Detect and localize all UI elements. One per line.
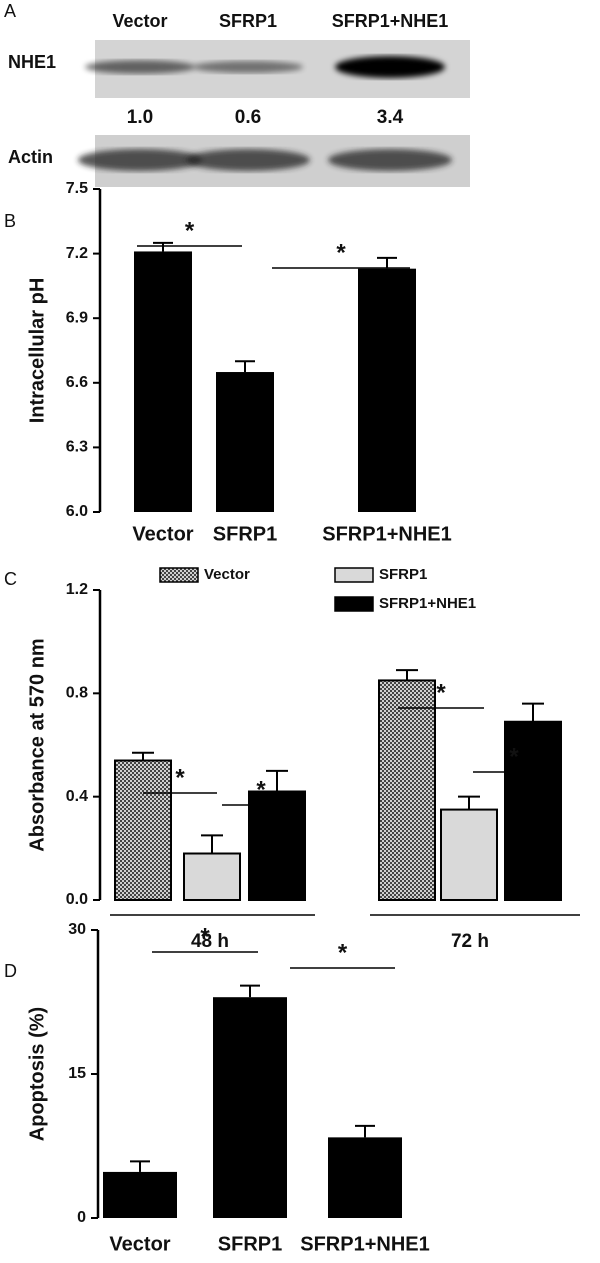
significance-star: *	[336, 239, 346, 266]
legend-swatch	[334, 596, 374, 612]
bar	[248, 790, 306, 901]
y-axis-label: Intracellular pH	[26, 278, 48, 424]
band-value: 0.6	[235, 107, 261, 128]
band	[193, 60, 303, 74]
y-tick-label: 6.6	[66, 374, 88, 391]
x-tick-label: Vector	[109, 1233, 170, 1255]
legend-swatch	[159, 567, 199, 583]
bar	[103, 1171, 177, 1218]
actin-band	[186, 149, 310, 171]
band	[335, 56, 445, 78]
significance-star: *	[185, 217, 195, 244]
bar	[183, 852, 241, 901]
significance-star: *	[200, 923, 210, 950]
y-tick-label: 6.3	[66, 439, 88, 456]
legend-label: Vector	[204, 566, 250, 583]
bar	[504, 720, 562, 901]
bar	[114, 759, 172, 901]
panel-letter: A	[4, 1, 16, 21]
lane-label: SFRP1+NHE1	[332, 11, 449, 31]
x-tick-label: SFRP1+NHE1	[300, 1233, 430, 1255]
legend-label: SFRP1+NHE1	[379, 595, 476, 612]
bar	[440, 808, 498, 901]
bar	[378, 679, 436, 902]
x-tick-label: SFRP1	[218, 1233, 282, 1255]
band-value: 1.0	[127, 107, 153, 128]
y-tick-label: 6.0	[66, 503, 88, 520]
significance-star: *	[436, 679, 446, 706]
panel-letter: C	[4, 569, 17, 589]
bar	[134, 251, 192, 513]
panel-letter: D	[4, 961, 17, 981]
y-tick-label: 0.8	[66, 685, 88, 702]
bar	[213, 997, 287, 1218]
x-tick-label: 48 h	[191, 931, 229, 952]
significance-star: *	[256, 776, 266, 803]
y-axis-label: Absorbance at 570 nm	[26, 638, 48, 851]
band	[85, 60, 195, 74]
significance-star: *	[175, 764, 185, 791]
row-label: NHE1	[8, 52, 56, 72]
y-axis-label: Apoptosis (%)	[26, 1007, 48, 1141]
y-tick-label: 7.2	[66, 245, 88, 262]
bar	[216, 372, 274, 512]
panel-letter: B	[4, 211, 16, 231]
x-tick-label: SFRP1	[213, 523, 277, 545]
lane-label: Vector	[112, 11, 167, 31]
band-value: 3.4	[377, 107, 404, 128]
bar	[358, 268, 416, 512]
significance-star: *	[338, 939, 348, 966]
y-tick-label: 1.2	[66, 581, 88, 598]
y-tick-label: 0	[77, 1209, 86, 1226]
legend-swatch	[334, 567, 374, 583]
y-tick-label: 7.5	[66, 180, 88, 197]
x-tick-label: SFRP1+NHE1	[322, 523, 452, 545]
lane-label: SFRP1	[219, 11, 277, 31]
x-tick-label: 72 h	[451, 931, 489, 952]
y-tick-label: 30	[68, 921, 86, 938]
row-label: Actin	[8, 147, 53, 167]
actin-band	[328, 149, 452, 171]
y-tick-label: 15	[68, 1065, 86, 1082]
bar	[328, 1137, 402, 1218]
significance-star: *	[509, 743, 519, 770]
actin-band	[78, 149, 202, 171]
legend-label: SFRP1	[379, 566, 427, 583]
y-tick-label: 6.9	[66, 309, 88, 326]
y-tick-label: 0.4	[66, 788, 88, 805]
y-tick-label: 0.0	[66, 891, 88, 908]
x-tick-label: Vector	[132, 523, 193, 545]
